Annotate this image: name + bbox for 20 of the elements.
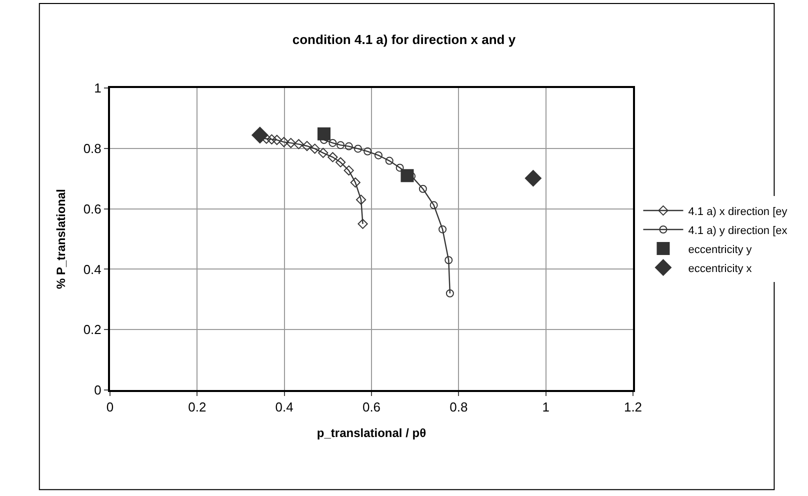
x-tick-label: 0 xyxy=(106,400,114,415)
x-tick-label: 0.4 xyxy=(275,400,294,415)
y-tick-label: 0.2 xyxy=(83,322,102,338)
x-tick-label: 1 xyxy=(542,400,550,415)
legend-label: 4.1 a) y direction [ex xyxy=(688,224,788,237)
y-tick-label: 1 xyxy=(94,80,102,96)
y-tick-label: 0.4 xyxy=(83,262,102,277)
legend-label: eccentricity y xyxy=(688,244,752,256)
x-tick-label: 1.2 xyxy=(624,400,642,415)
y-tick-label: 0 xyxy=(94,382,102,398)
legend-label: 4.1 a) x direction [ey xyxy=(688,206,788,218)
y-tick-label: 0.6 xyxy=(83,201,102,216)
x-tick-label: 0.6 xyxy=(362,400,381,415)
chart-title: condition 4.1 a) for direction x and y xyxy=(292,32,516,47)
x-tick-label: 0.2 xyxy=(188,400,206,415)
y-axis-title: % P_translational xyxy=(54,188,68,290)
legend-label: eccentricity x xyxy=(688,262,752,275)
x-axis-title: p_translational / pθ xyxy=(316,426,426,440)
x-tick-label: 0.8 xyxy=(450,400,468,415)
y-tick-label: 0.8 xyxy=(83,140,102,156)
